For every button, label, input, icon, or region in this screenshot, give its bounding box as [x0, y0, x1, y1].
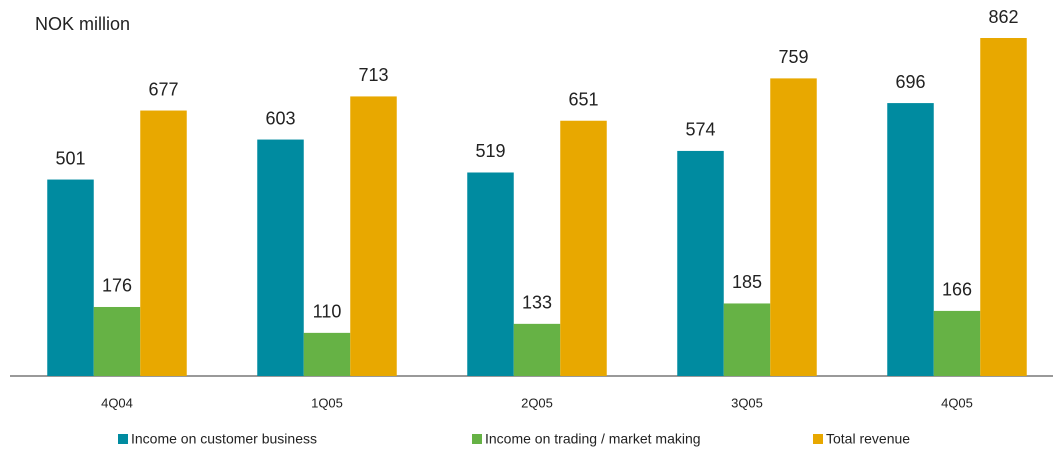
bar: [47, 179, 94, 376]
bar: [93, 306, 141, 376]
legend-label: Income on trading / market making: [485, 431, 701, 447]
value-label: 696: [895, 72, 925, 92]
legend-label: Income on customer business: [131, 431, 317, 447]
bar: [677, 150, 724, 376]
bar: [887, 103, 934, 376]
value-label: 574: [685, 120, 715, 140]
value-label: 603: [265, 108, 295, 128]
value-label: 166: [942, 280, 972, 300]
value-label: 501: [55, 148, 85, 168]
bar: [350, 96, 397, 376]
x-tick-label: 1Q05: [311, 395, 343, 410]
legend-swatch: [118, 434, 128, 444]
bar: [303, 332, 351, 376]
bar: [560, 120, 607, 376]
value-label: 110: [313, 302, 342, 322]
value-label: 759: [778, 47, 808, 67]
bar: [723, 303, 771, 376]
bar: [140, 110, 187, 377]
value-label: 133: [522, 293, 552, 313]
chart-title: NOK million: [35, 14, 130, 34]
x-tick-label: 3Q05: [731, 395, 763, 410]
legend-label: Total revenue: [826, 431, 910, 447]
legend-swatch: [472, 434, 482, 444]
value-label: 677: [148, 79, 178, 99]
value-label: 713: [358, 65, 388, 85]
value-label: 862: [988, 7, 1018, 27]
legend-swatch: [813, 434, 823, 444]
x-tick-label: 4Q04: [101, 395, 133, 410]
value-label: 176: [102, 276, 132, 296]
value-label: 651: [568, 89, 598, 109]
bar: [467, 172, 514, 376]
x-tick-label: 2Q05: [521, 395, 553, 410]
value-label: 519: [475, 141, 505, 161]
bar: [980, 38, 1027, 376]
bar: [770, 78, 817, 376]
bar: [933, 310, 981, 376]
bar: [513, 323, 561, 376]
value-label: 185: [732, 272, 762, 292]
x-tick-label: 4Q05: [941, 395, 973, 410]
bar: [257, 139, 304, 376]
